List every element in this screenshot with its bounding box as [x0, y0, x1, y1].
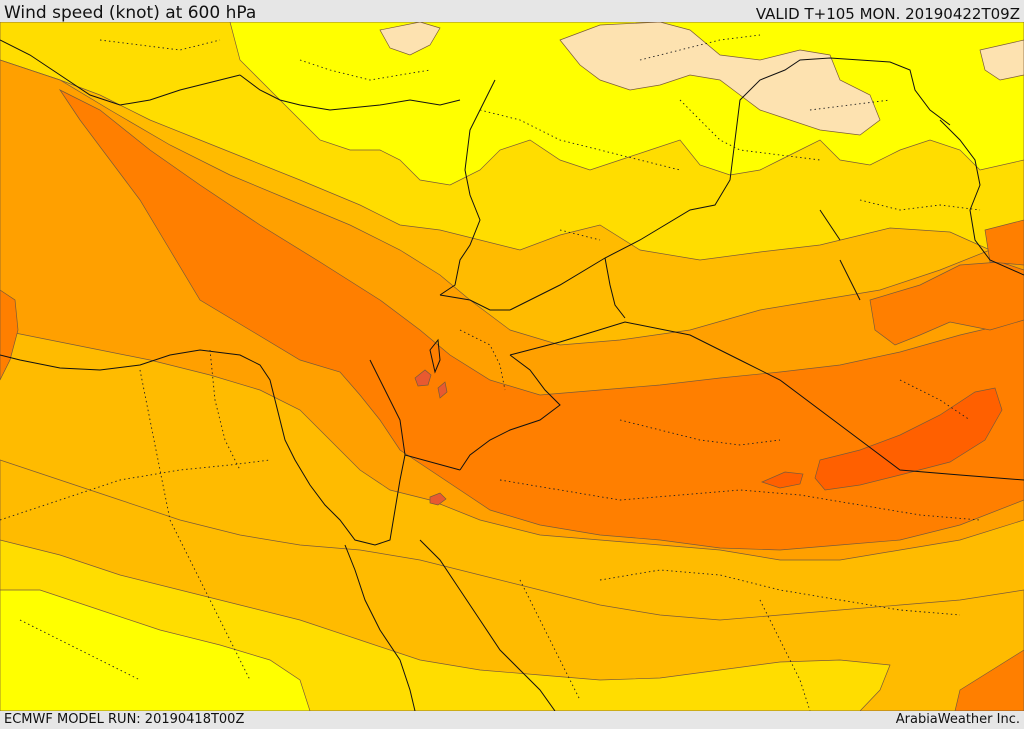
footer-bar: ECMWF MODEL RUN: 20190418T00Z ArabiaWeat…: [0, 711, 1024, 729]
band-strong-southeast: [954, 649, 1024, 711]
band-calm-north-2: [379, 22, 441, 56]
band-strong-west: [0, 289, 19, 381]
wind-speed-map: [0, 22, 1024, 711]
country-borders: [0, 39, 1024, 711]
map-title: Wind speed (knot) at 600 hPa: [4, 3, 257, 23]
band-very-strong-core: [814, 387, 1003, 491]
band-jet-core-spot: [414, 369, 432, 387]
band-strong-main: [58, 89, 1024, 551]
admin-borders: [0, 34, 981, 711]
credit: ArabiaWeather Inc.: [895, 712, 1020, 727]
model-run: ECMWF MODEL RUN: 20190418T00Z: [4, 712, 245, 727]
band-strong-east-2: [984, 219, 1024, 266]
band-calm-north-3: [979, 39, 1024, 81]
band-jet-core-spot-2: [437, 381, 448, 399]
band-jet-core-spot-3: [429, 492, 447, 506]
valid-time: VALID T+105 MON. 20190422T09Z: [755, 5, 1020, 23]
band-very-strong-spot: [761, 471, 804, 489]
band-strong-east: [869, 261, 1024, 346]
map-svg: [0, 22, 1024, 711]
band-calm-north: [559, 22, 881, 136]
header-bar: Wind speed (knot) at 600 hPa VALID T+105…: [0, 0, 1024, 23]
band-light-south: [0, 589, 311, 711]
